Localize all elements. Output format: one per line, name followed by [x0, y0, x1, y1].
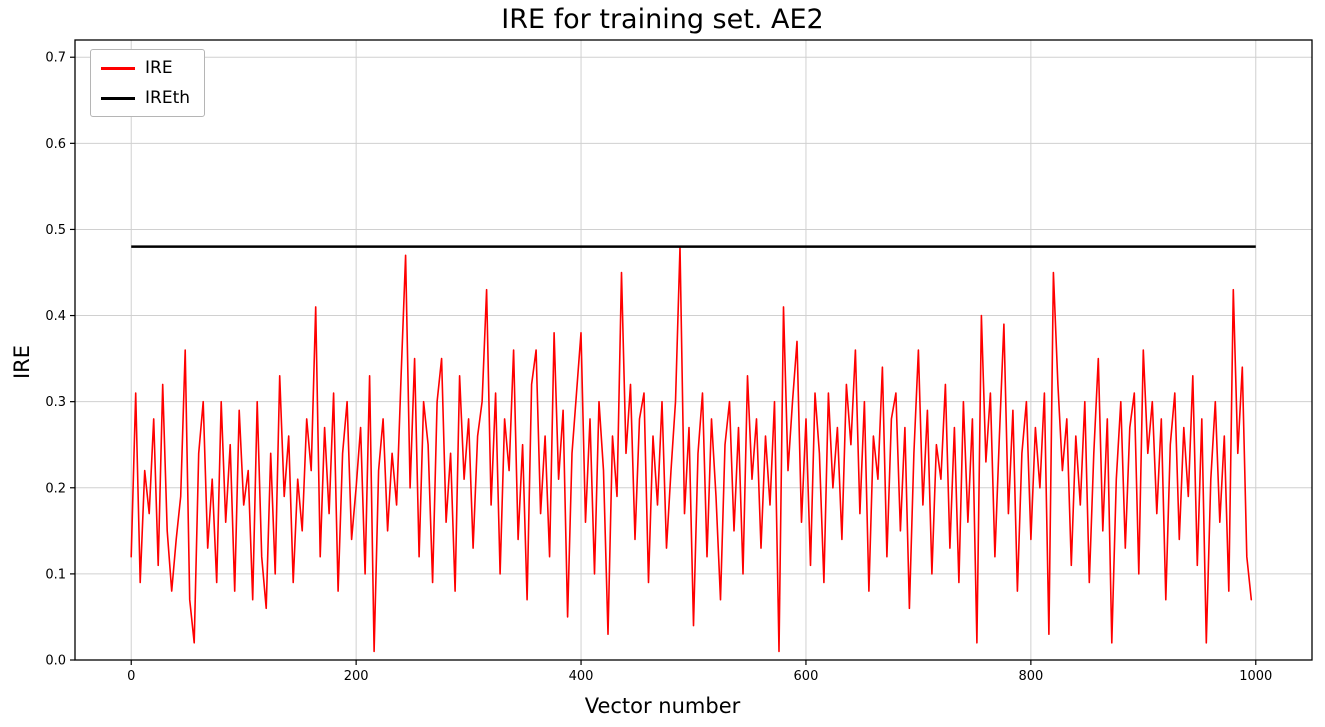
y-ticks: 0.0 0.1 0.2 0.3 0.4 0.5 0.6 0.7 [45, 51, 75, 669]
x-tick-label: 1000 [1239, 669, 1272, 684]
ire-line-swatch [101, 66, 135, 70]
y-tick-label: 0.1 [45, 567, 66, 582]
chart-title: IRE for training set. AE2 [501, 4, 824, 35]
y-tick-label: 0.4 [45, 309, 66, 324]
legend-entry-ire: IRE [101, 58, 190, 78]
y-tick-label: 0.0 [45, 654, 66, 669]
x-tick-label: 0 [127, 669, 135, 684]
y-tick-label: 0.6 [45, 137, 66, 152]
x-tick-label: 200 [344, 669, 369, 684]
legend: IRE IREth [90, 49, 206, 117]
axes-spines [74, 39, 1313, 661]
y-tick-label: 0.7 [45, 51, 66, 66]
x-ticks: 0 200 400 600 800 1000 [127, 660, 1272, 684]
y-tick-label: 0.2 [45, 481, 66, 496]
ire-series-line [130, 245, 1253, 653]
x-axis-label: Vector number [584, 694, 741, 718]
ireth-line-swatch [101, 96, 135, 100]
grid-lines [75, 40, 1312, 661]
x-tick-label: 800 [1018, 669, 1043, 684]
legend-label-ire: IRE [145, 58, 173, 78]
legend-entry-ireth: IREth [101, 88, 190, 108]
legend-label-ireth: IREth [145, 88, 191, 108]
y-tick-label: 0.3 [45, 395, 66, 410]
x-tick-label: 400 [569, 669, 594, 684]
y-tick-label: 0.5 [45, 223, 66, 238]
x-tick-label: 600 [794, 669, 819, 684]
